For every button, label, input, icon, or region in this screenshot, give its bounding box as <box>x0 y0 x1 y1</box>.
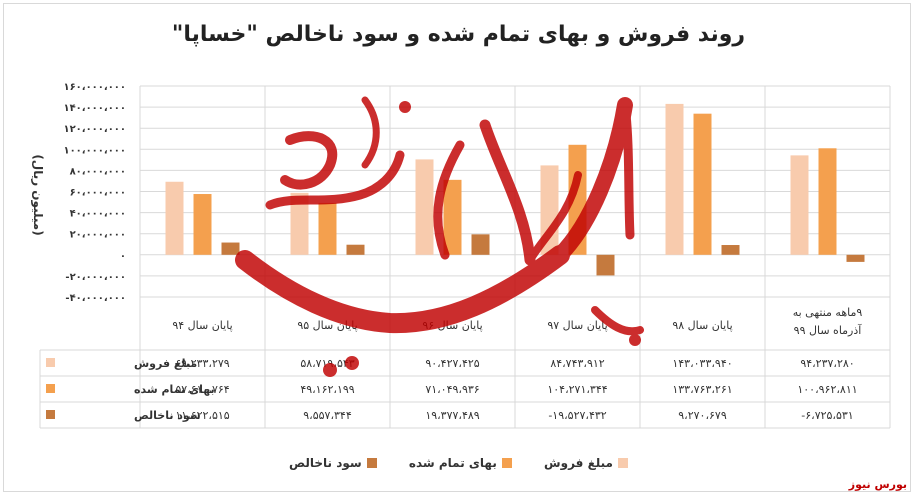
bar-cost <box>818 148 837 255</box>
bar-cost <box>693 113 712 255</box>
table-legend-swatch <box>46 384 55 393</box>
bar-profit <box>471 234 490 255</box>
legend-item-sales: مبلغ فروش <box>544 456 628 470</box>
y-tick-label: ۴۰،۰۰۰،۰۰۰ <box>70 209 126 220</box>
y-tick-label: ۱۰۰،۰۰۰،۰۰۰ <box>63 145 126 156</box>
legend-label-profit: سود ناخالص <box>289 456 362 470</box>
bar-sales <box>290 192 309 255</box>
y-tick-label: ۱۴۰،۰۰۰،۰۰۰ <box>63 103 126 114</box>
table-row-label: مبلغ فروش <box>134 357 197 370</box>
category-label: پایان سال ۹۷ <box>547 319 607 332</box>
legend-swatch-profit <box>366 458 377 468</box>
table-cell-value: ۱۰۴،۲۷۱،۳۴۴ <box>547 383 607 396</box>
bar-profit <box>846 254 865 262</box>
table-cell-value: ۵۷،۶۱۰،۷۶۴ <box>175 383 229 396</box>
category-label: پایان سال ۹۸ <box>672 319 732 332</box>
table-cell-value: ۱۱،۶۲۲،۵۱۵ <box>175 409 229 422</box>
legend-item-profit: سود ناخالص <box>289 456 377 470</box>
table-cell-value: ۹،۲۷۰،۶۷۹ <box>678 409 727 422</box>
table-cell-value: ۱۹،۳۷۷،۴۸۹ <box>425 409 479 422</box>
y-tick-label: ۰ <box>120 251 126 262</box>
bar-sales <box>415 159 434 255</box>
source-credit: بورس نیوز <box>848 478 907 491</box>
y-tick-label: -۴۰،۰۰۰،۰۰۰ <box>65 293 126 304</box>
category-label: پایان سال ۹۴ <box>172 319 232 332</box>
table-cell-value: -۶،۷۲۵،۵۳۱ <box>801 409 853 422</box>
category-label: پایان سال ۹۵ <box>297 319 357 332</box>
bar-cost <box>193 194 212 255</box>
table-cell-value: ۹۰،۴۲۷،۴۲۵ <box>425 357 479 370</box>
y-tick-label: ۱۶۰،۰۰۰،۰۰۰ <box>63 82 126 93</box>
table-cell-value: -۱۹،۵۲۷،۴۳۲ <box>548 409 606 422</box>
legend-label-cost: بهای تمام شده <box>408 456 497 470</box>
legend-swatch-sales <box>618 458 628 468</box>
table-row-label: بهای تمام شده <box>134 383 215 396</box>
bar-cost <box>443 179 462 255</box>
bar-profit <box>596 254 615 276</box>
table-cell-value: ۹۴،۲۳۷،۲۸۰ <box>800 357 854 370</box>
category-label: آذرماه سال ۹۹ <box>794 323 863 337</box>
table-cell-value: ۵۸،۷۱۹،۵۴۳ <box>300 357 354 370</box>
y-tick-label: ۱۲۰،۰۰۰،۰۰۰ <box>63 124 126 135</box>
table-cell-value: ۱۴۳،۰۳۳،۹۴۰ <box>672 357 732 370</box>
bar-sales <box>540 165 559 255</box>
table-row-label: سود ناخالص <box>134 409 201 422</box>
table-legend-swatch <box>46 358 55 367</box>
category-label: پایان سال ۹۶ <box>422 319 482 332</box>
y-tick-label: -۲۰،۰۰۰،۰۰۰ <box>65 272 126 283</box>
bar-sales <box>790 155 809 255</box>
table-cell-value: ۹،۵۵۷،۳۴۴ <box>303 409 352 422</box>
bar-cost <box>568 144 587 255</box>
bar-profit <box>346 244 365 255</box>
table-cell-value: ۴۹،۱۶۲،۱۹۹ <box>300 383 354 396</box>
legend: مبلغ فروش بهای تمام شده سود ناخالص <box>0 456 917 470</box>
table-cell-value: ۶۹،۲۳۳،۲۷۹ <box>175 357 229 370</box>
bar-sales <box>165 181 184 255</box>
bar-sales <box>665 103 684 255</box>
y-tick-label: ۶۰،۰۰۰،۰۰۰ <box>70 188 126 199</box>
legend-label-sales: مبلغ فروش <box>544 456 613 470</box>
bar-profit <box>221 242 240 255</box>
table-cell-value: ۱۳۳،۷۶۳،۲۶۱ <box>672 383 732 396</box>
bar-cost <box>318 202 337 255</box>
legend-item-cost: بهای تمام شده <box>409 456 512 470</box>
table-cell-value: ۱۰۰،۹۶۲،۸۱۱ <box>797 383 857 396</box>
table-legend-swatch <box>46 410 55 419</box>
y-tick-label: ۸۰،۰۰۰،۰۰۰ <box>70 166 126 177</box>
legend-swatch-cost <box>501 458 512 468</box>
chart-title: روند فروش و بهای تمام شده و سود ناخالص "… <box>171 22 746 47</box>
bar-profit <box>721 245 740 255</box>
table-cell-value: ۷۱،۰۴۹،۹۳۶ <box>425 383 479 396</box>
table-cell-value: ۸۴،۷۴۳،۹۱۲ <box>550 357 604 370</box>
y-tick-label: ۲۰،۰۰۰،۰۰۰ <box>70 230 126 241</box>
category-label: ۹ماهه منتهی به <box>793 306 863 319</box>
